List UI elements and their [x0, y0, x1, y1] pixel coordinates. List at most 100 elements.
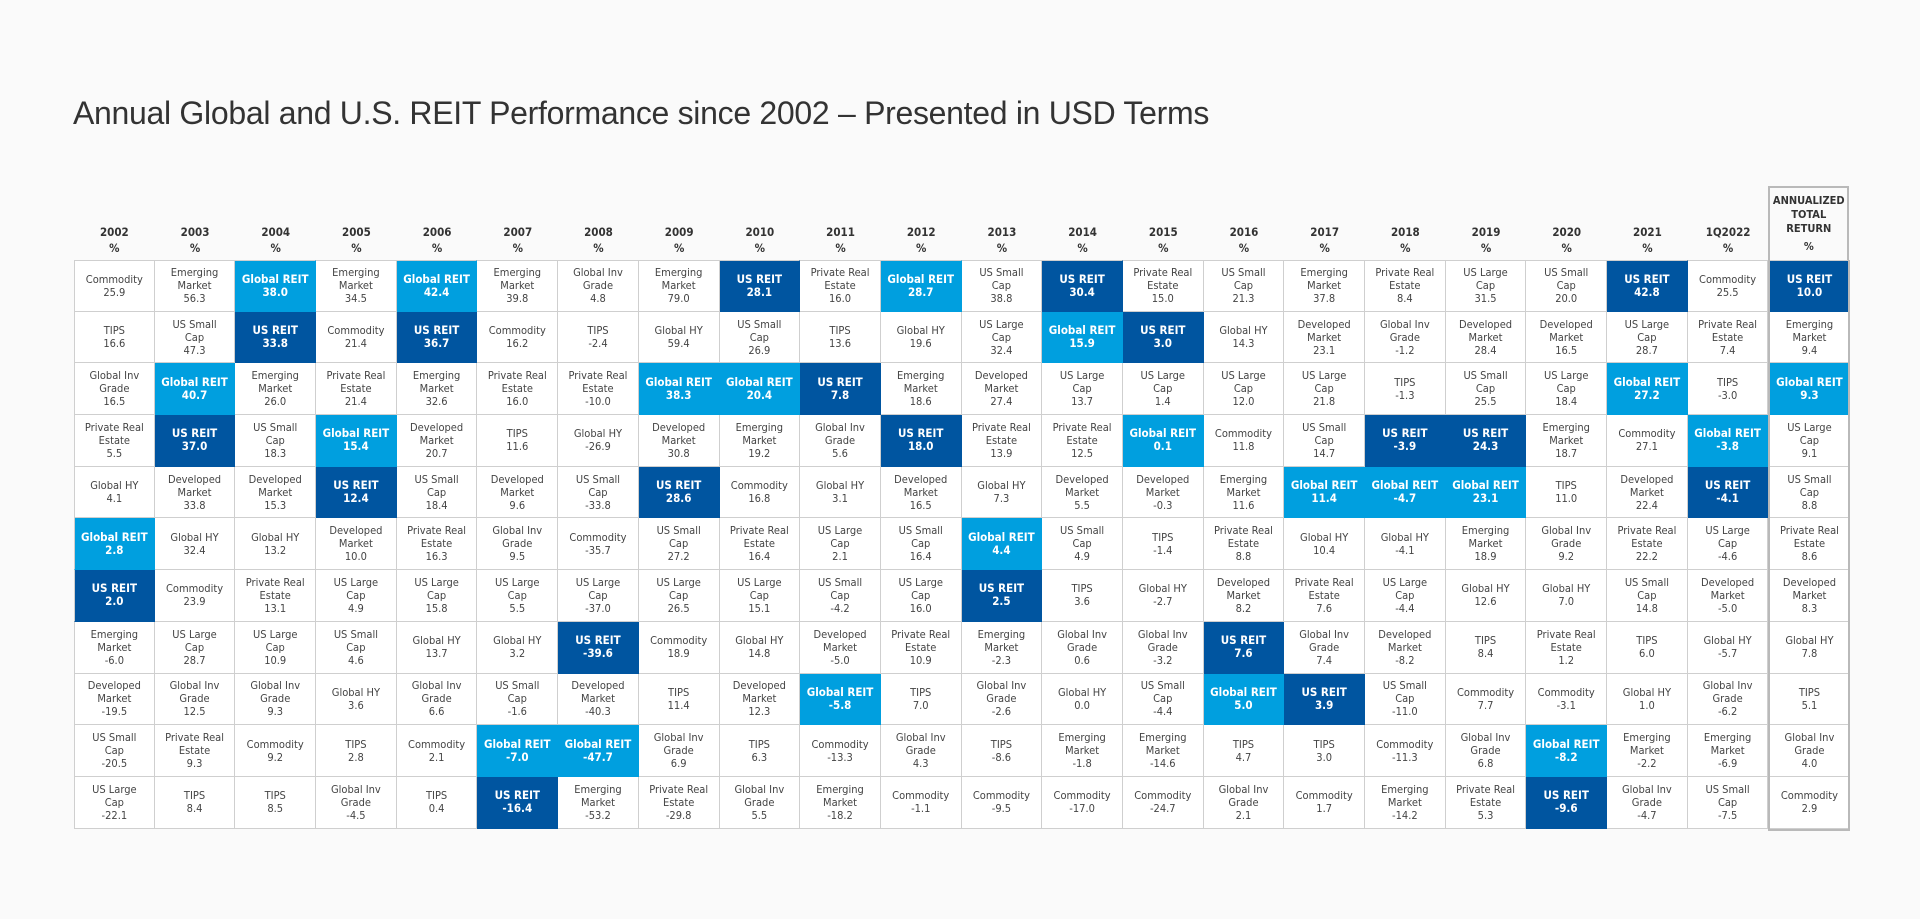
- return-value: 30.8: [667, 446, 690, 460]
- asset-label: US REIT: [1462, 426, 1509, 441]
- asset-label: US REIT: [252, 323, 298, 338]
- cell-commodity: Commodity 25.5: [1687, 260, 1769, 312]
- asset-label: Commodity: [1780, 789, 1838, 803]
- return-value: 15.9: [1069, 336, 1095, 351]
- return-value: 23.9: [183, 595, 206, 609]
- cell-global-hy: Global HY 12.6: [1445, 570, 1527, 622]
- return-value: 16.8: [748, 492, 771, 506]
- cell-private-real-estate: Private Real Estate -29.8: [638, 776, 720, 829]
- cell-us-large-cap: US Large Cap 2.1: [800, 518, 881, 571]
- return-value: 12.4: [343, 491, 369, 506]
- cell-tips: TIPS 8.4: [1445, 621, 1527, 674]
- return-value: 5.6: [832, 446, 848, 460]
- cell-commodity: Commodity 11.8: [1203, 415, 1285, 467]
- column-header-label: 2014: [1068, 225, 1097, 239]
- cell-emerging-market: Emerging Market -2.3: [961, 621, 1043, 674]
- column-2007: Emerging Market 39.8 Commodity 16.2 Private …: [477, 260, 559, 831]
- return-value: -4.2: [830, 601, 850, 615]
- cell-us-large-cap: US Large Cap -4.4: [1365, 570, 1446, 622]
- return-value: -37.0: [585, 601, 611, 615]
- asset-label: Private Real Estate: [729, 524, 789, 551]
- asset-label: US Large Cap: [252, 627, 298, 654]
- column-header-2016: 2016%: [1204, 186, 1285, 260]
- return-value: 12.5: [1071, 446, 1094, 460]
- asset-label: Commodity: [1053, 789, 1111, 803]
- return-value: 9.2: [267, 750, 284, 764]
- return-value: 7.0: [1558, 595, 1575, 609]
- asset-label: Commodity: [972, 789, 1030, 803]
- asset-label: Global HY: [573, 427, 623, 441]
- asset-label: US Large Cap: [737, 575, 782, 602]
- cell-us-reit: US REIT 42.8: [1607, 260, 1688, 312]
- cell-us-reit: US REIT 3.9: [1284, 673, 1365, 726]
- asset-label: US Small Cap: [1221, 266, 1266, 293]
- return-value: 5.5: [509, 601, 526, 615]
- cell-tips: TIPS 8.5: [235, 776, 317, 829]
- return-value: 28.6: [665, 491, 692, 506]
- asset-label: Global REIT: [161, 374, 228, 389]
- cell-us-small-cap: US Small Cap 47.3: [154, 311, 236, 364]
- asset-label: Commodity: [327, 324, 385, 338]
- asset-label: Global HY: [1542, 582, 1591, 596]
- asset-label: Private Real Estate: [84, 420, 144, 447]
- cell-commodity: Commodity 27.1: [1607, 415, 1688, 467]
- cell-tips: TIPS 2.8: [316, 725, 397, 777]
- asset-label: US Large Cap: [817, 524, 863, 551]
- asset-label: Global HY: [1380, 530, 1429, 544]
- cell-commodity: Commodity 21.4: [316, 311, 397, 364]
- return-value: -6.2: [1717, 705, 1738, 719]
- return-value: -4.6: [1717, 550, 1738, 564]
- asset-label: US REIT: [575, 633, 621, 648]
- return-value: 3.6: [1074, 595, 1090, 609]
- column-annualized-total-return: US REIT 10.0 Emerging Market 9.4 Global REIT…: [1768, 260, 1851, 831]
- asset-label: US Large Cap: [979, 317, 1024, 344]
- return-value: 24.3: [1472, 439, 1499, 454]
- asset-label: Commodity: [1295, 789, 1353, 803]
- column-header-label: 2005: [342, 225, 371, 239]
- cell-emerging-market: Emerging Market -53.2: [558, 776, 639, 829]
- asset-label: TIPS: [748, 737, 770, 751]
- column-header-unit: %: [1722, 241, 1734, 255]
- return-value: -22.1: [101, 808, 128, 822]
- cell-global-inv-grade: Global Inv Grade 9.2: [1526, 518, 1608, 571]
- asset-label: Global HY: [412, 634, 461, 648]
- asset-label: US REIT: [736, 271, 783, 286]
- asset-label: TIPS: [829, 324, 851, 338]
- column-header-label: 2015: [1148, 225, 1178, 239]
- return-value: 7.6: [1316, 601, 1333, 615]
- column-header-label: 1Q2022: [1705, 225, 1751, 239]
- cell-private-real-estate: Private Real Estate 5.5: [74, 415, 155, 467]
- asset-label: Global REIT: [1210, 684, 1277, 699]
- return-value: 2.0: [105, 594, 124, 609]
- cell-commodity: Commodity -17.0: [1042, 776, 1123, 829]
- return-value: -4.1: [1395, 543, 1415, 557]
- cell-global-reit: Global REIT -5.8: [800, 673, 881, 726]
- cell-developed-market: Developed Market 27.4: [961, 363, 1043, 416]
- return-value: 7.8: [1801, 647, 1818, 661]
- cell-global-reit: Global REIT 20.4: [719, 363, 801, 416]
- asset-label: US Small Cap: [1382, 679, 1427, 706]
- return-value: 6.3: [751, 750, 768, 764]
- cell-global-reit: Global REIT 15.4: [316, 415, 397, 467]
- asset-label: TIPS: [264, 789, 286, 803]
- return-value: 8.5: [267, 802, 284, 816]
- asset-label: Global HY: [815, 479, 865, 493]
- asset-label: TIPS: [668, 685, 690, 699]
- return-value: 9.3: [186, 757, 203, 771]
- cell-private-real-estate: Private Real Estate 16.3: [396, 518, 478, 571]
- asset-label: Global Inv Grade: [1218, 782, 1269, 809]
- return-value: 23.1: [1472, 491, 1499, 506]
- asset-label: Commodity: [1537, 685, 1595, 699]
- column-header-2021: 2021%: [1607, 186, 1688, 260]
- cell-us-large-cap: US Large Cap 4.9: [316, 570, 397, 622]
- cell-global-inv-grade: Global Inv Grade 5.6: [800, 415, 881, 467]
- cell-private-real-estate: Private Real Estate 16.4: [719, 518, 801, 571]
- asset-label: Private Real Estate: [326, 369, 386, 396]
- return-value: 18.3: [264, 446, 287, 460]
- asset-label: US Large Cap: [414, 575, 459, 602]
- cell-private-real-estate: Private Real Estate 16.0: [800, 260, 881, 312]
- column-2004: Global REIT 38.0 US REIT 33.8 Emerging Marke…: [235, 260, 317, 831]
- return-value: -5.0: [1717, 601, 1738, 615]
- return-value: 0.6: [1074, 653, 1090, 667]
- asset-label: Developed Market: [410, 420, 464, 447]
